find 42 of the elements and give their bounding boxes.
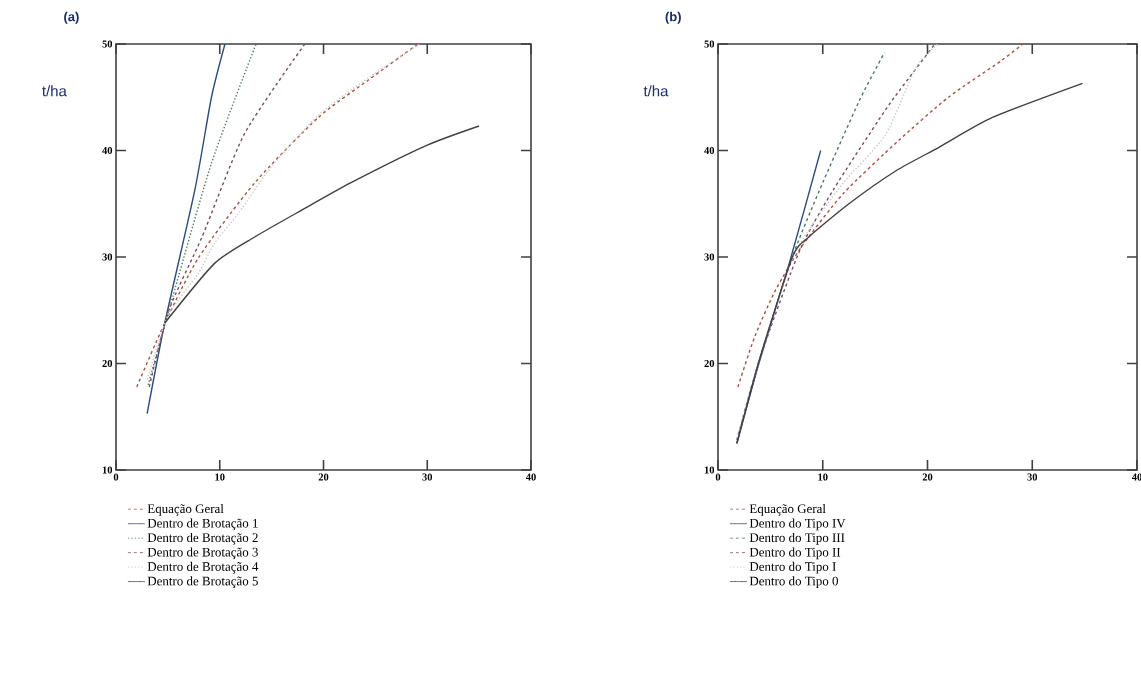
y-axis-title: t/ha bbox=[42, 85, 67, 97]
x-tick-label: 10 bbox=[818, 473, 828, 481]
line-series bbox=[146, 43, 226, 415]
legend-label: Dentro de Brotação 2 bbox=[147, 532, 258, 545]
line-series bbox=[164, 125, 480, 324]
y-tick-label: 30 bbox=[102, 253, 113, 261]
legend-label: Dentro do Tipo 0 bbox=[749, 576, 838, 589]
legend-label: Dentro do Tipo I bbox=[749, 561, 836, 574]
x-tick-label: 40 bbox=[525, 473, 536, 481]
legend-label: Dentro de Brotação 1 bbox=[147, 518, 258, 531]
x-tick-label: 30 bbox=[1027, 473, 1038, 481]
legend-label: Dentro do Tipo III bbox=[749, 532, 845, 545]
x-tick-label: 30 bbox=[422, 473, 433, 481]
legend-label: Equação Geral bbox=[749, 504, 826, 516]
legend-label: Equação Geral bbox=[147, 504, 224, 516]
y-tick-label: 10 bbox=[704, 466, 715, 474]
x-tick-label: 20 bbox=[318, 473, 329, 481]
legend-label: Dentro do Tipo II bbox=[749, 547, 841, 560]
y-tick-label: 20 bbox=[704, 359, 715, 368]
x-tick-label: 0 bbox=[113, 473, 119, 481]
y-tick-label: 50 bbox=[102, 40, 113, 48]
y-tick-label: 40 bbox=[102, 146, 113, 155]
legend-label: Dentro do Tipo IV bbox=[749, 518, 846, 531]
legend-label: Dentro de Brotação 3 bbox=[147, 547, 258, 560]
legend-label: Dentro de Brotação 5 bbox=[147, 576, 258, 589]
x-tick-label: 0 bbox=[715, 473, 721, 481]
line-series bbox=[147, 43, 257, 386]
y-tick-label: 50 bbox=[704, 40, 715, 48]
line-series bbox=[148, 43, 306, 388]
x-tick-label: 40 bbox=[1131, 473, 1141, 481]
y-axis-title: t/ha bbox=[643, 85, 669, 97]
y-tick-label: 30 bbox=[704, 253, 715, 261]
y-tick-label: 20 bbox=[102, 359, 113, 368]
chart-title: (b) bbox=[665, 11, 681, 24]
chart-title: (a) bbox=[64, 11, 79, 24]
x-tick-label: 20 bbox=[922, 473, 933, 481]
line-series bbox=[736, 82, 1084, 445]
x-tick-label: 10 bbox=[215, 473, 225, 481]
line-series bbox=[737, 43, 1024, 388]
legend-label: Dentro de Brotação 4 bbox=[147, 561, 259, 574]
y-tick-label: 40 bbox=[704, 146, 715, 155]
y-tick-label: 10 bbox=[102, 466, 113, 474]
